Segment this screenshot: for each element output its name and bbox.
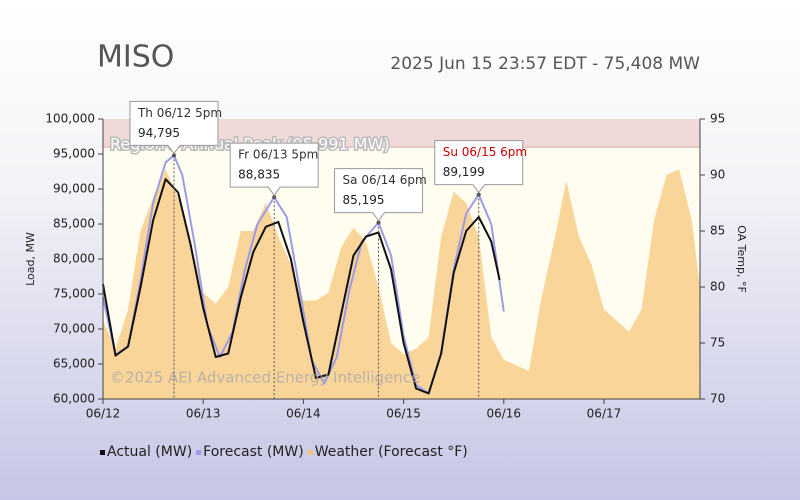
x-tick-label: 06/12 (86, 407, 121, 421)
x-tick-label: 06/16 (486, 407, 521, 421)
annotation-box (434, 140, 524, 194)
series-line (102, 178, 501, 395)
weather-area (103, 169, 700, 399)
x-tick-label: 06/15 (386, 407, 421, 421)
y-tick-label: 95,000 (53, 147, 95, 161)
annotation-label: Su 06/15 6pm (443, 145, 527, 159)
y2-tick-label: 70 (710, 392, 725, 406)
annotation-label: Fr 06/13 5pm (238, 148, 318, 162)
chart-title: MISO (97, 40, 174, 75)
y-tick-label: 60,000 (53, 392, 95, 406)
annotation-value: 89,199 (443, 165, 485, 179)
x-tick-label: 06/13 (186, 407, 221, 421)
x-tick-label: 06/17 (587, 407, 622, 421)
y2-tick-label: 80 (710, 280, 725, 294)
chart-subtitle: 2025 Jun 15 23:57 EDT - 75,408 MW (390, 54, 700, 74)
y2-tick-label: 90 (710, 168, 725, 182)
legend-marker (100, 450, 105, 455)
annotation-value: 88,835 (238, 168, 280, 182)
annotation-point (476, 192, 481, 197)
watermark: ©2025 AEI Advanced Energy Intelligence (110, 369, 420, 387)
legend-marker (196, 450, 202, 455)
annotation-value: 94,795 (138, 126, 180, 140)
legend-label: Weather (Forecast °F) (315, 444, 468, 460)
y-axis-label: Load, MW (24, 232, 37, 286)
legend-label: Forecast (MW) (203, 444, 304, 460)
y-tick-label: 100,000 (45, 112, 95, 126)
annotation-box (229, 142, 319, 196)
y-tick-label: 90,000 (53, 182, 95, 196)
annotation-label: Th 06/12 5pm (137, 106, 222, 120)
y2-tick-label: 75 (710, 336, 725, 350)
annotation-box (129, 100, 219, 155)
y-tick-label: 70,000 (53, 322, 95, 336)
y2-tick-label: 85 (710, 224, 725, 238)
annotation-point (376, 220, 381, 225)
annotation-box (334, 168, 424, 222)
annotation-point (171, 153, 176, 158)
annotation-value: 85,195 (343, 193, 385, 207)
annotation-label: Sa 06/14 6pm (343, 173, 427, 187)
annotation-point (272, 195, 277, 200)
y-tick-label: 75,000 (53, 287, 95, 301)
x-tick-label: 06/14 (286, 407, 321, 421)
y2-axis-label: OA Temp, °F (735, 225, 748, 293)
legend-label: Actual (MW) (107, 444, 192, 460)
legend-marker (307, 450, 313, 455)
y-tick-label: 80,000 (53, 252, 95, 266)
y2-tick-label: 95 (710, 112, 725, 126)
y-tick-label: 85,000 (53, 217, 95, 231)
y-tick-label: 65,000 (53, 357, 95, 371)
